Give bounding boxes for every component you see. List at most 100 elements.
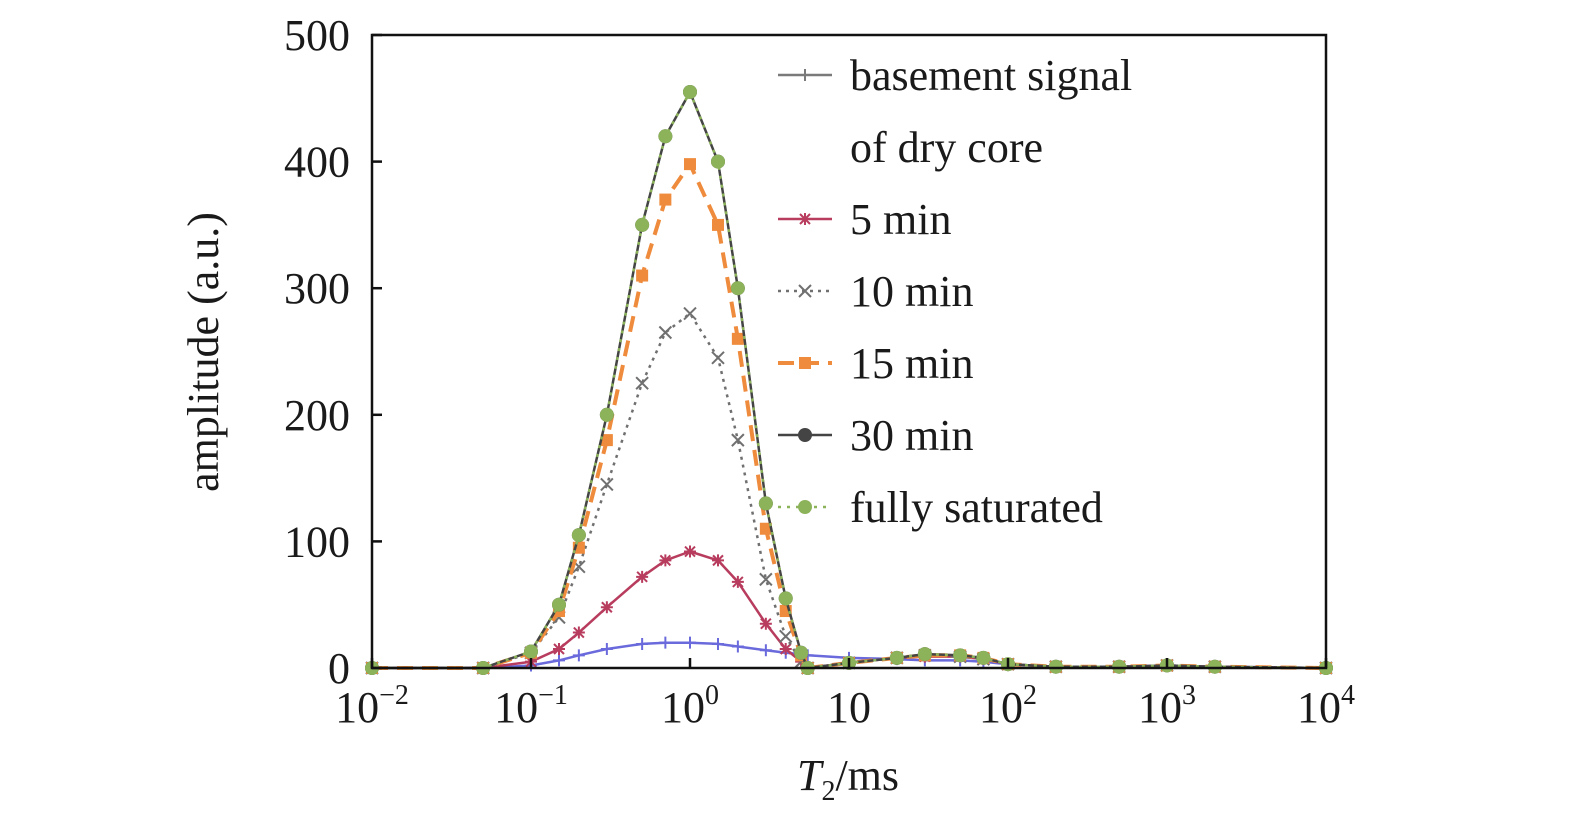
data-point — [683, 84, 697, 99]
x-tick-label-base: 10 — [827, 683, 871, 732]
data-point — [758, 496, 773, 511]
data-point — [917, 647, 932, 662]
legend-marker-3 — [799, 357, 811, 369]
data-point — [684, 545, 696, 558]
data-point — [710, 154, 725, 169]
y-tick-labels-group: 0 100 200 300 400 500 — [284, 11, 350, 693]
data-point — [711, 637, 724, 650]
legend-label: 30 min — [850, 411, 973, 460]
x-tick-label-exponent: 2 — [1023, 680, 1037, 711]
x-tick-label-base: 10 — [335, 683, 379, 732]
y-tick-label: 100 — [284, 517, 350, 566]
data-point — [759, 572, 773, 587]
data-point — [600, 477, 614, 492]
data-point — [524, 644, 538, 659]
x-tick-label: 103 — [1138, 680, 1196, 732]
legend-marker-0 — [799, 69, 811, 81]
data-point — [635, 376, 649, 390]
x-tick-label-base: 10 — [1297, 683, 1341, 732]
data-point — [571, 528, 586, 543]
data-point — [600, 434, 613, 447]
data-point — [684, 158, 696, 171]
data-point — [600, 601, 613, 614]
data-point — [731, 640, 744, 653]
data-point — [659, 636, 672, 649]
data-point — [779, 643, 792, 656]
data-point — [711, 351, 725, 365]
data-point — [636, 637, 649, 650]
data-point — [572, 626, 585, 639]
data-point — [711, 218, 724, 231]
data-point — [658, 325, 673, 340]
data-point — [1207, 659, 1222, 674]
x-tick-label-base: 10 — [979, 683, 1023, 732]
data-point — [572, 649, 585, 662]
y-tick-label: 300 — [284, 264, 350, 313]
legend: basement signal of dry core 5 min 10 min 15 … — [778, 51, 1132, 532]
data-point — [731, 575, 744, 588]
data-point — [659, 554, 672, 567]
data-point — [552, 643, 565, 656]
x-tick-label-exponent: −1 — [538, 680, 568, 711]
series-line — [372, 162, 1327, 670]
x-axis-title-unit: /ms — [835, 751, 899, 800]
legend-label: fully saturated — [850, 483, 1103, 532]
legend-marker-4 — [798, 428, 812, 442]
data-point — [711, 554, 724, 567]
x-tick-label: 104 — [1297, 680, 1355, 732]
data-point — [600, 643, 613, 656]
data-point — [976, 650, 991, 665]
data-point — [759, 617, 772, 630]
x-tick-label-base: 10 — [494, 683, 538, 732]
data-point — [730, 281, 745, 296]
x-tick-label-exponent: 4 — [1341, 680, 1355, 711]
y-axis-title: amplitude (a.u.) — [179, 212, 228, 492]
x-tick-label: 102 — [979, 680, 1037, 732]
data-point — [759, 644, 772, 657]
legend-marker-5 — [798, 500, 812, 514]
legend-label: basement signal — [850, 51, 1132, 100]
legend-label: 10 min — [850, 267, 973, 316]
x-tick-label: 10 — [827, 683, 871, 732]
x-tick-label-base: 10 — [661, 683, 705, 732]
legend-marker-1 — [799, 213, 811, 225]
y-tick-label: 500 — [284, 11, 350, 60]
legend-label: of dry core — [850, 123, 1043, 172]
data-point — [659, 193, 672, 206]
y-tick-label: 400 — [284, 138, 350, 187]
plot-series-group — [365, 84, 1333, 675]
x-tick-label-exponent: −2 — [379, 680, 409, 711]
x-tick-label-base: 10 — [1138, 683, 1182, 732]
x-tick-label: 10−2 — [335, 680, 409, 732]
data-point — [635, 217, 650, 232]
axis-ticks-group — [370, 33, 1328, 670]
x-axis-title-variable: T — [797, 751, 825, 800]
x-tick-label-exponent: 0 — [705, 680, 719, 711]
legend-label: 5 min — [850, 195, 951, 244]
x-tick-label: 100 — [661, 680, 719, 732]
series-line — [372, 90, 1327, 670]
x-axis-title: T2/ms — [797, 751, 899, 807]
data-point — [683, 306, 697, 321]
data-point — [1112, 659, 1127, 674]
x-tick-label: 10−1 — [494, 680, 568, 732]
data-point — [731, 332, 744, 345]
data-point — [636, 269, 649, 282]
x-axis-title-subscript: 2 — [821, 776, 835, 807]
data-point — [759, 522, 772, 535]
data-point — [1048, 659, 1063, 674]
data-point — [794, 645, 809, 660]
legend-label: 15 min — [850, 339, 973, 388]
y-tick-label: 0 — [328, 644, 350, 693]
data-point — [636, 570, 649, 583]
data-point — [551, 597, 566, 612]
data-point — [684, 636, 696, 649]
data-point — [552, 654, 565, 667]
data-point — [658, 129, 673, 144]
series-5 — [365, 84, 1333, 675]
data-point — [778, 591, 793, 606]
x-tick-labels-group: 10−2 10−1 100 10 102 103 104 — [335, 680, 1355, 732]
data-point — [779, 629, 793, 644]
